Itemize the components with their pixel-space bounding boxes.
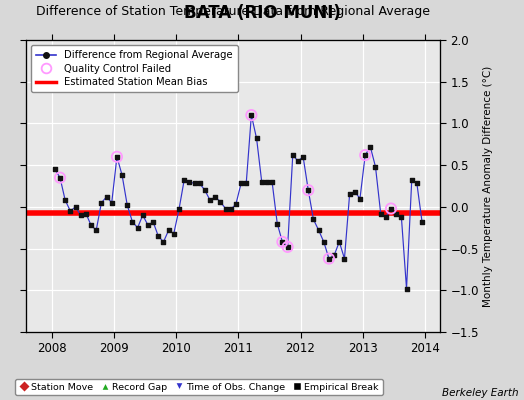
Point [134,224,142,231]
Point [309,216,318,222]
Point [201,187,209,193]
Point [413,180,421,187]
Point [392,210,400,217]
Point [82,210,90,217]
Point [56,174,64,181]
Legend: Station Move, Record Gap, Time of Obs. Change, Empirical Break: Station Move, Record Gap, Time of Obs. C… [15,379,383,395]
Point [325,255,333,262]
Point [165,227,173,234]
Title: Difference of Station Temperature Data from Regional Average: Difference of Station Temperature Data f… [36,5,430,18]
Point [226,206,235,212]
Point [175,206,183,212]
Text: BATA (RIO MUNI): BATA (RIO MUNI) [183,4,341,22]
Point [190,180,199,187]
Point [185,179,193,185]
Point [273,220,281,227]
Point [138,212,147,218]
Point [314,227,323,234]
Point [330,252,339,258]
Point [283,244,292,250]
Point [299,154,307,160]
Point [289,152,297,158]
Point [56,174,64,181]
Point [304,187,312,193]
Point [61,197,69,203]
Point [128,219,137,225]
Point [71,204,80,210]
Point [377,210,385,217]
Point [51,166,59,172]
Point [387,205,395,212]
Point [221,205,230,212]
Point [87,222,95,228]
Point [345,190,354,197]
Point [320,239,328,245]
Point [123,202,132,208]
Legend: Difference from Regional Average, Quality Control Failed, Estimated Station Mean: Difference from Regional Average, Qualit… [31,45,238,92]
Point [107,200,116,206]
Point [402,286,411,292]
Point [232,201,240,208]
Point [283,244,292,250]
Point [356,195,364,202]
Text: Berkeley Earth: Berkeley Earth [442,388,519,398]
Point [242,180,250,187]
Point [159,239,168,245]
Point [77,212,85,218]
Point [237,180,245,187]
Point [170,230,178,237]
Point [211,194,220,200]
Point [340,255,348,262]
Point [351,189,359,195]
Point [335,239,344,245]
Point [247,112,256,118]
Point [113,154,121,160]
Point [118,172,126,178]
Point [408,177,416,183]
Point [397,214,406,220]
Point [325,255,333,262]
Point [263,179,271,185]
Point [387,205,395,212]
Point [381,214,390,220]
Point [66,208,74,214]
Point [206,197,214,203]
Point [195,180,204,187]
Y-axis label: Monthly Temperature Anomaly Difference (°C): Monthly Temperature Anomaly Difference (… [483,65,493,307]
Point [253,135,261,142]
Point [361,152,369,158]
Point [366,144,375,150]
Point [247,112,256,118]
Point [97,200,106,206]
Point [278,239,287,245]
Point [180,177,188,183]
Point [113,154,121,160]
Point [92,227,101,234]
Point [372,164,380,170]
Point [304,187,312,193]
Point [257,179,266,185]
Point [268,179,276,185]
Point [149,219,157,225]
Point [294,158,302,164]
Point [154,233,162,239]
Point [216,199,224,205]
Point [278,239,287,245]
Point [418,219,426,225]
Point [102,194,111,200]
Point [361,152,369,158]
Point [144,222,152,228]
